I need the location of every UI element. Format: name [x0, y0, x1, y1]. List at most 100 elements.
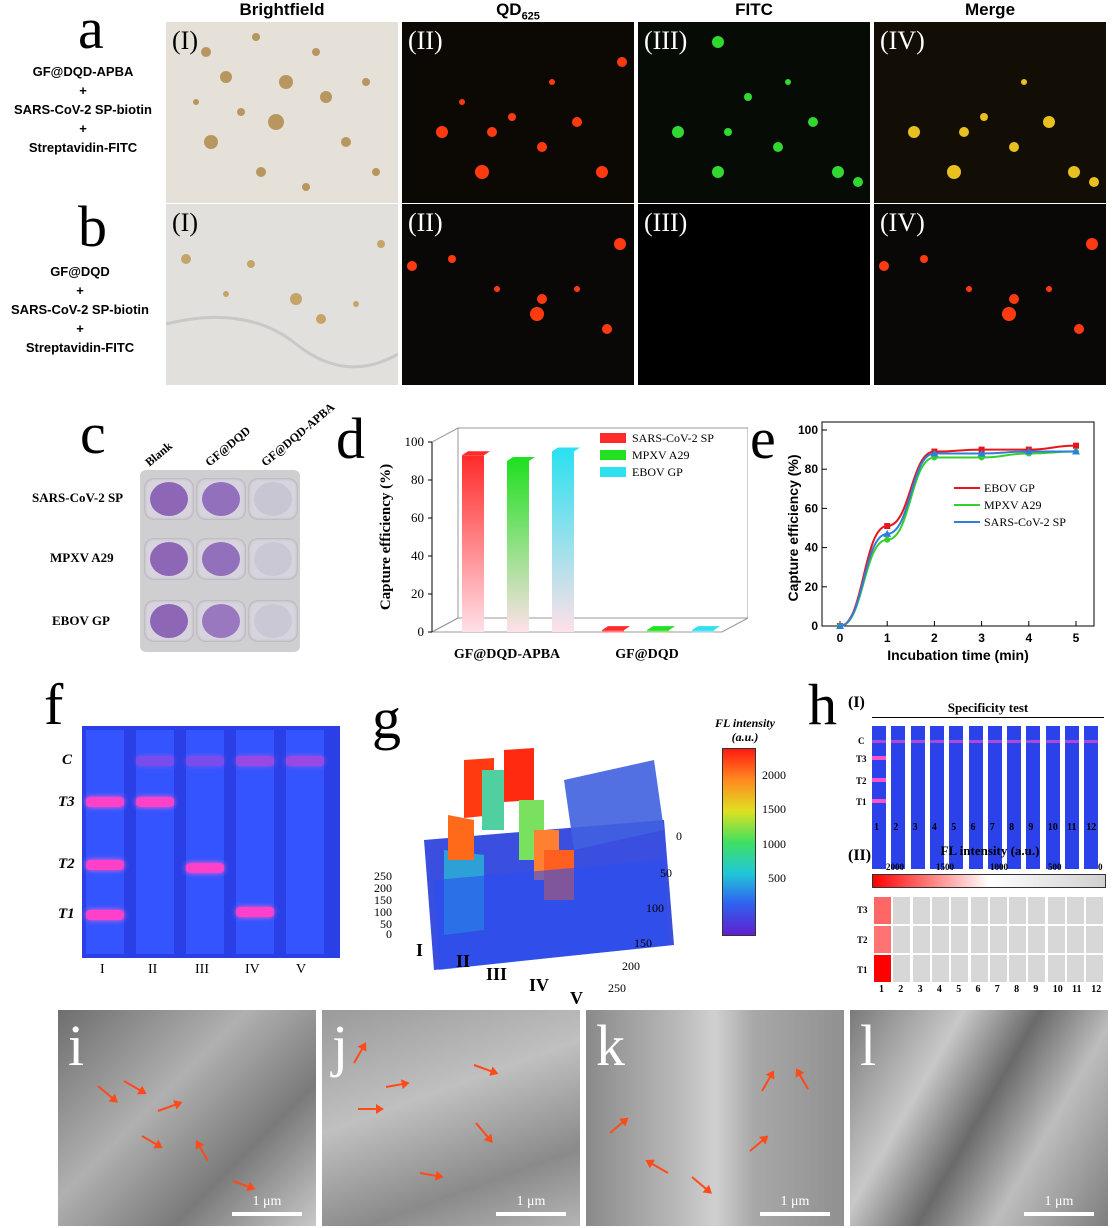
heat-cell	[1085, 896, 1105, 925]
band-c	[872, 740, 886, 743]
x-tick-label: 5	[1073, 631, 1080, 645]
sem-letter-l: l	[860, 1013, 877, 1078]
heat-row-label: T1	[857, 965, 868, 975]
well	[196, 600, 246, 642]
data-point	[884, 523, 891, 530]
plot-frame	[821, 421, 1095, 627]
heat-col-label: 10	[1052, 984, 1063, 995]
x-tick-label: 2	[931, 631, 938, 645]
specificity-strip	[1045, 726, 1060, 869]
roman-b-1: (I)	[172, 208, 198, 237]
sem-image-k: k 1 μm	[586, 1010, 844, 1226]
panel-letter-h: h	[808, 672, 837, 737]
legend-label: MPXV A29	[984, 498, 1041, 512]
panel-letter-b: b	[78, 194, 107, 259]
strip-label-4: IV	[245, 962, 260, 977]
arrow	[385, 1082, 408, 1088]
colorbar-tick: 500	[768, 871, 786, 885]
arrow	[157, 1101, 181, 1112]
heat-cell	[969, 896, 989, 925]
roman-a-4: (IV)	[880, 26, 925, 55]
merge-image-b: (IV)	[874, 204, 1106, 385]
legend-label: EBOV GP	[984, 481, 1035, 495]
band-c	[136, 756, 174, 766]
band-c	[1065, 740, 1079, 743]
row-label-ebov: EBOV GP	[52, 613, 110, 628]
strip-label-3: III	[195, 962, 209, 977]
band-c	[1045, 740, 1060, 743]
test-strip-1	[86, 730, 124, 954]
bar-top	[692, 626, 720, 631]
heat-cell	[1046, 925, 1066, 954]
band-t2	[186, 863, 224, 873]
y-tick-label: 20	[411, 586, 424, 601]
wall-back	[457, 427, 748, 619]
heat-cell	[892, 896, 912, 925]
y-tick-label: 40	[805, 541, 819, 555]
heat-cell	[873, 925, 892, 954]
arrow	[749, 1136, 768, 1152]
strip-number: 9	[1028, 822, 1034, 833]
sub-label-h1: (I)	[848, 694, 865, 711]
heat-cell	[1046, 954, 1066, 983]
y-axis-label: Capture efficiency (%)	[378, 464, 394, 610]
well	[196, 538, 246, 580]
heat-cell	[873, 896, 892, 925]
fl-intensity-title: FL intensity (a.u.)	[940, 843, 1040, 858]
well-plate	[140, 470, 300, 652]
z-tick: 250	[374, 869, 392, 883]
x-category-label: GF@DQD-APBA	[454, 647, 561, 662]
y-tick: 50	[660, 866, 672, 880]
x-label-4: IV	[529, 975, 549, 995]
legend-swatch	[600, 467, 626, 477]
heat-cell	[950, 925, 970, 954]
bar-top	[647, 626, 675, 631]
bar-top	[602, 626, 630, 631]
panel-letter-e: e	[750, 406, 776, 471]
arrow	[761, 1071, 774, 1092]
title-underline	[872, 717, 1104, 718]
z-tick: 0	[386, 927, 392, 941]
data-point	[883, 529, 892, 537]
band-c	[891, 740, 906, 743]
scale-bar: 1 μm	[232, 1194, 302, 1216]
bar-top	[462, 451, 490, 456]
strip-label-1: I	[100, 962, 105, 977]
fl-surface-plot: 250 200 150 100 50 0 I II III IV V 0 50 …	[374, 748, 682, 1005]
floor	[431, 617, 748, 633]
heat-cell	[969, 925, 989, 954]
row-label-sars: SARS-CoV-2 SP	[32, 490, 124, 505]
x-tick-label: 0	[837, 631, 844, 645]
test-band	[872, 799, 886, 803]
well	[248, 538, 298, 580]
heat-cell	[892, 925, 912, 954]
well	[196, 478, 246, 520]
arrow	[97, 1085, 118, 1103]
heat-cell	[1046, 896, 1066, 925]
fitc-image-a: (III)	[638, 22, 870, 203]
bar-top	[507, 457, 535, 461]
bar-top	[552, 447, 580, 452]
heat-col-label: 3	[917, 984, 923, 995]
strip-label-2: II	[148, 962, 158, 977]
col-label-gfdqd-apba: GF@DQD-APBA	[258, 399, 338, 470]
x-tick-label: 3	[978, 631, 985, 645]
well-liquid	[254, 482, 292, 516]
row-label-a: GF@DQD-APBA + SARS-CoV-2 SP-biotin + Strepta…	[14, 64, 152, 155]
heat-row-label: T3	[857, 905, 868, 915]
specificity-strip	[910, 726, 925, 869]
arrow	[473, 1064, 497, 1075]
x-category-label: GF@DQD	[615, 647, 679, 662]
panel-letter-f: f	[44, 672, 64, 737]
arrow	[691, 1176, 712, 1194]
heat-cell	[911, 925, 931, 954]
strip-number: 6	[970, 822, 976, 833]
specificity-strip	[987, 726, 1002, 869]
heat-cell	[930, 925, 950, 954]
h-line-t2: T2	[856, 776, 867, 786]
band-c	[910, 740, 925, 743]
specificity-strip	[1007, 726, 1022, 869]
incubation-line-chart: 0 20 40 60 80 100 0 1 2 3 4 5 Incubation time (min) C…	[785, 421, 1095, 663]
heat-cell	[988, 954, 1008, 983]
x-label-5: V	[570, 988, 583, 1005]
